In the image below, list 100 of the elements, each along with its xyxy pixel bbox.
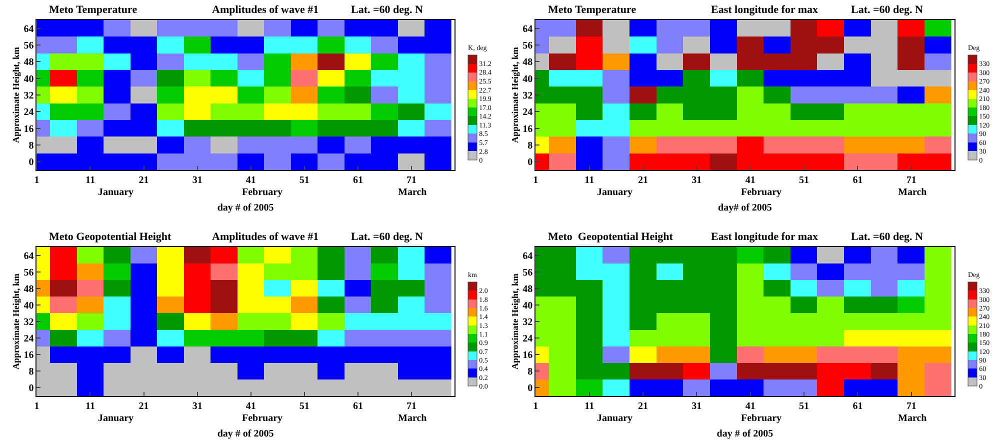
y-tick-label: 56 (24, 40, 34, 52)
y-tick-label: 8 (28, 140, 34, 152)
text: March (898, 187, 928, 198)
y-tick-label: 32 (24, 90, 34, 102)
y-tick-label: 24 (522, 107, 533, 118)
chart-subtitle: Amplitudes of wave #1 (212, 4, 319, 16)
y-tick-label: 24 (24, 107, 34, 118)
y-tick-label: 0 (528, 383, 533, 394)
y-tick-label: 48 (522, 284, 533, 295)
x-tick-label: 41 (745, 175, 756, 186)
x-tick-label: 1 (533, 175, 538, 186)
text: January (597, 187, 633, 198)
y-tick-label: 8 (528, 366, 533, 378)
x-tick-label: 21 (638, 401, 648, 412)
chart-subtitle: Amplitudes of wave #1 (212, 231, 319, 243)
x-tick-label: 1 (34, 175, 40, 186)
x-tick-label: 61 (852, 401, 863, 412)
x-tick-label: 41 (246, 401, 256, 412)
y-tick-label: 40 (24, 300, 34, 312)
y-tick-label: 24 (522, 334, 533, 345)
x-tick-label: 31 (692, 401, 702, 412)
y-axis-title: Approximate Height, km (11, 272, 22, 370)
x-tick-label: 61 (852, 175, 863, 186)
y-tick-label: 16 (24, 124, 34, 135)
x-axis-title: day# of 2005 (718, 202, 772, 214)
text: January (98, 413, 134, 424)
y-tick-label: 64 (522, 24, 533, 35)
x-tick-label: 21 (138, 175, 149, 186)
text: February (741, 187, 782, 198)
chart-subtitle: East longitude for max (711, 231, 819, 243)
y-tick-label: 0 (528, 157, 533, 168)
text: March (398, 413, 428, 424)
x-tick-label: 11 (584, 401, 594, 412)
x-tick-label: 51 (299, 401, 310, 412)
x-tick-label: 51 (799, 175, 810, 186)
text: March (398, 187, 428, 198)
text: Lat. =60 deg. N (351, 4, 424, 16)
x-tick-label: 61 (352, 175, 363, 186)
x-tick-label: 11 (86, 401, 95, 412)
x-axis-title: day # of 2005 (716, 428, 774, 440)
chart-subtitle: East longitude for max (711, 4, 819, 16)
x-tick-label: 31 (192, 175, 202, 186)
text: March (898, 413, 928, 424)
y-tick-label: 64 (522, 250, 533, 262)
y-tick-label: 48 (24, 57, 34, 68)
x-tick-label: 31 (192, 401, 202, 412)
x-axis-title: day # of 2005 (217, 202, 274, 214)
text: February (741, 413, 782, 424)
x-tick-label: 51 (299, 175, 310, 186)
y-tick-label: 32 (522, 90, 533, 102)
y-tick-label: 56 (24, 267, 34, 278)
y-tick-label: 24 (24, 334, 34, 345)
text: January (597, 413, 633, 424)
text: Lat. =60 deg. N (851, 231, 924, 243)
x-axis-title: day # of 2005 (217, 428, 274, 440)
y-tick-label: 16 (522, 350, 533, 362)
y-axis-title: Approximate Height, km (510, 272, 520, 370)
text: January (98, 187, 134, 198)
x-tick-label: 1 (533, 401, 538, 412)
x-tick-label: 51 (799, 401, 810, 412)
y-tick-label: 40 (522, 74, 533, 85)
y-tick-label: 8 (28, 366, 34, 378)
x-tick-label: 21 (138, 401, 149, 412)
y-tick-label: 48 (24, 284, 34, 295)
chart-title: Meto Geopotential Height (49, 231, 172, 243)
y-tick-label: 48 (522, 57, 533, 68)
text: Lat. =60 deg. N (351, 231, 424, 243)
x-tick-label: 1 (34, 401, 40, 412)
y-tick-label: 56 (522, 267, 533, 278)
chart-title: Meto Geopotential Height (548, 231, 674, 243)
y-tick-label: 16 (522, 124, 533, 135)
x-tick-label: 71 (906, 401, 916, 412)
y-axis-title: Approximate Height, km (11, 46, 22, 144)
y-tick-label: 32 (522, 317, 533, 328)
x-tick-label: 41 (745, 401, 756, 412)
y-tick-label: 0 (28, 157, 34, 168)
text: February (242, 187, 283, 198)
x-tick-label: 21 (638, 175, 648, 186)
x-tick-label: 71 (406, 401, 416, 412)
x-tick-label: 71 (406, 175, 416, 186)
chart-title: Meto Temperature (548, 4, 636, 16)
y-tick-label: 32 (24, 317, 34, 328)
y-tick-label: 40 (522, 300, 533, 312)
y-tick-label: 8 (528, 140, 533, 152)
y-tick-label: 64 (24, 250, 34, 262)
x-tick-label: 31 (692, 175, 702, 186)
x-tick-label: 61 (352, 401, 363, 412)
x-tick-label: 41 (246, 175, 256, 186)
y-tick-label: 64 (24, 24, 34, 35)
y-axis-title: Approximate Height, km (510, 46, 520, 144)
text: Lat. =60 deg. N (851, 4, 924, 16)
y-tick-label: 40 (24, 74, 34, 85)
y-tick-label: 0 (28, 383, 34, 394)
x-tick-label: 11 (86, 175, 95, 186)
chart-title: Meto Temperature (49, 4, 138, 16)
x-tick-label: 71 (906, 175, 916, 186)
x-tick-label: 11 (584, 175, 594, 186)
text: February (242, 413, 283, 424)
y-tick-label: 16 (24, 350, 34, 362)
y-tick-label: 56 (522, 40, 533, 52)
